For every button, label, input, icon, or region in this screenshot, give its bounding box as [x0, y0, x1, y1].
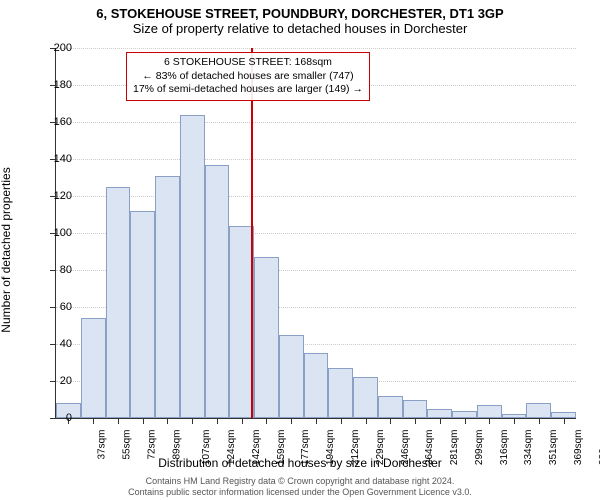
- histogram-bar: [279, 335, 304, 418]
- x-tick: [192, 418, 193, 424]
- x-tick: [266, 418, 267, 424]
- histogram-bar: [304, 353, 329, 418]
- x-tick: [514, 418, 515, 424]
- histogram-bar: [180, 115, 205, 418]
- x-axis-label: Distribution of detached houses by size …: [0, 456, 600, 470]
- x-tick: [539, 418, 540, 424]
- gridline: [56, 122, 576, 123]
- y-tick-label: 160: [42, 116, 72, 128]
- y-axis-label: Number of detached properties: [0, 85, 13, 250]
- x-tick: [564, 418, 565, 424]
- gridline: [56, 159, 576, 160]
- x-tick: [291, 418, 292, 424]
- y-tick-label: 100: [42, 227, 72, 239]
- x-tick: [465, 418, 466, 424]
- histogram-bar: [452, 411, 477, 418]
- x-tick: [118, 418, 119, 424]
- x-tick: [316, 418, 317, 424]
- histogram-bar: [353, 377, 378, 418]
- x-tick: [143, 418, 144, 424]
- y-tick-label: 40: [42, 338, 72, 350]
- footer-line2: Contains public sector information licen…: [0, 487, 600, 498]
- x-tick: [341, 418, 342, 424]
- x-tick: [242, 418, 243, 424]
- y-tick-label: 20: [42, 375, 72, 387]
- histogram-bar: [205, 165, 230, 418]
- x-tick-label: 37sqm: [97, 430, 108, 460]
- annotation-box: 6 STOKEHOUSE STREET: 168sqm ← 83% of det…: [126, 52, 370, 101]
- x-tick-label: 89sqm: [171, 430, 182, 460]
- x-tick: [440, 418, 441, 424]
- y-tick-label: 0: [42, 412, 72, 424]
- histogram-bar: [130, 211, 155, 418]
- histogram-bar: [427, 409, 452, 418]
- plot-area: 37sqm55sqm72sqm89sqm107sqm124sqm142sqm15…: [55, 48, 576, 419]
- x-tick: [366, 418, 367, 424]
- x-tick: [390, 418, 391, 424]
- histogram-bar: [526, 403, 551, 418]
- y-tick-label: 140: [42, 153, 72, 165]
- chart-title: 6, STOKEHOUSE STREET, POUNDBURY, DORCHES…: [0, 0, 600, 21]
- gridline: [56, 48, 576, 49]
- property-marker-line: [251, 48, 253, 418]
- chart-subtitle: Size of property relative to detached ho…: [0, 21, 600, 40]
- x-tick: [167, 418, 168, 424]
- y-tick-label: 80: [42, 264, 72, 276]
- x-tick-label: 55sqm: [122, 430, 133, 460]
- histogram-bar: [328, 368, 353, 418]
- histogram-bar: [81, 318, 106, 418]
- histogram-bar: [106, 187, 131, 418]
- annotation-line2: ← 83% of detached houses are smaller (74…: [133, 70, 363, 84]
- histogram-bar: [155, 176, 180, 418]
- y-tick-label: 180: [42, 79, 72, 91]
- y-tick-label: 60: [42, 301, 72, 313]
- x-tick: [217, 418, 218, 424]
- x-tick-label: 72sqm: [146, 430, 157, 460]
- x-tick: [489, 418, 490, 424]
- annotation-line3: 17% of semi-detached houses are larger (…: [133, 83, 363, 97]
- histogram-bar: [378, 396, 403, 418]
- histogram-bar: [254, 257, 279, 418]
- histogram-bar: [477, 405, 502, 418]
- gridline: [56, 196, 576, 197]
- x-tick: [93, 418, 94, 424]
- y-tick-label: 200: [42, 42, 72, 54]
- footer-attribution: Contains HM Land Registry data © Crown c…: [0, 476, 600, 498]
- x-tick: [415, 418, 416, 424]
- histogram-bar: [403, 400, 428, 419]
- annotation-title: 6 STOKEHOUSE STREET: 168sqm: [133, 56, 363, 70]
- chart-container: 6, STOKEHOUSE STREET, POUNDBURY, DORCHES…: [0, 0, 600, 500]
- footer-line1: Contains HM Land Registry data © Crown c…: [0, 476, 600, 487]
- y-tick-label: 120: [42, 190, 72, 202]
